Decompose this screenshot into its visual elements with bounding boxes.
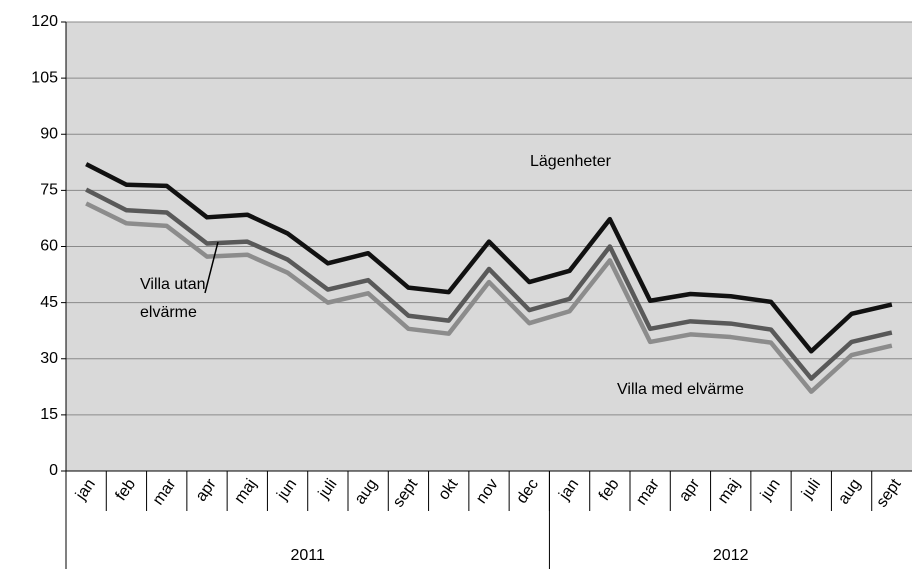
y-tick-label: 45 <box>40 294 58 311</box>
x-tick-label: sept <box>873 476 905 511</box>
x-tick-label: maj <box>231 476 260 507</box>
x-tick-label: maj <box>715 476 744 507</box>
x-tick-label: sept <box>390 476 422 511</box>
x-tick-label: jan <box>556 476 583 504</box>
x-tick-label: juli <box>798 476 824 503</box>
x-tick-label: feb <box>112 476 139 504</box>
series-line <box>85 162 893 354</box>
x-tick-label: juli <box>315 476 341 503</box>
series-label: Lägenheter <box>530 153 611 170</box>
series-label: Villa utan elvärme <box>140 276 206 321</box>
y-tick-label: 105 <box>31 69 58 86</box>
x-tick-label: jan <box>72 476 99 504</box>
x-tick-label: mar <box>633 475 663 508</box>
x-tick-label: aug <box>835 476 864 508</box>
x-tick-label: aug <box>352 476 381 508</box>
y-tick-label: 60 <box>40 238 58 255</box>
group-label: 2012 <box>713 547 749 564</box>
x-tick-label: jun <box>757 476 784 504</box>
x-tick-label: feb <box>596 476 623 504</box>
series-label: Villa med elvärme <box>617 381 744 398</box>
x-tick-label: jun <box>274 476 301 504</box>
y-tick-label: 75 <box>40 182 58 199</box>
group-label: 2011 <box>291 547 326 564</box>
x-tick-label: nov <box>473 476 502 507</box>
y-tick-label: 120 <box>31 13 58 30</box>
x-tick-label: mar <box>150 475 180 508</box>
series-line <box>85 187 893 381</box>
series-line <box>85 201 893 394</box>
y-tick-label: 30 <box>40 350 58 367</box>
y-tick-label: 15 <box>40 406 58 423</box>
y-tick-label: 0 <box>49 462 58 479</box>
y-tick-label: 90 <box>40 125 58 142</box>
x-tick-label: apr <box>193 475 221 504</box>
x-tick-label: dec <box>513 476 542 507</box>
label-pointer <box>204 241 219 294</box>
x-tick-label: okt <box>435 476 461 504</box>
x-tick-label: apr <box>676 475 704 504</box>
